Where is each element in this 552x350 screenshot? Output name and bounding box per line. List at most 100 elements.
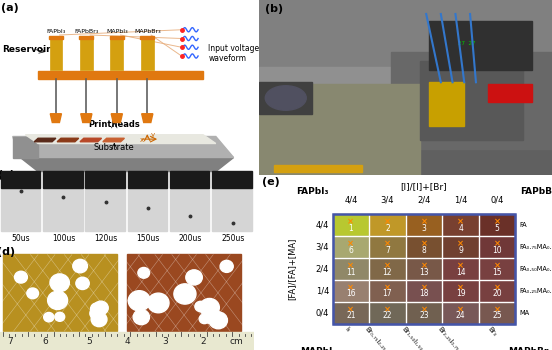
Bar [369, 258, 406, 280]
Text: 25: 25 [492, 311, 502, 320]
Text: ×: × [457, 283, 464, 292]
Text: Br₁.₅₀I₁.₅₀: Br₁.₅₀I₁.₅₀ [401, 326, 424, 350]
Text: ×: × [421, 239, 427, 248]
Text: FAPbBr₃: FAPbBr₃ [74, 29, 98, 34]
Text: ×: × [457, 218, 464, 227]
Text: x: x [140, 137, 144, 143]
Circle shape [138, 267, 150, 278]
Text: ×: × [384, 305, 391, 314]
Circle shape [195, 301, 206, 312]
Text: ×: × [457, 305, 464, 314]
Circle shape [47, 291, 67, 309]
Polygon shape [25, 135, 216, 144]
Text: 22: 22 [383, 311, 392, 320]
Text: 2: 2 [385, 224, 390, 233]
Circle shape [73, 259, 87, 273]
Text: 1/4: 1/4 [454, 196, 467, 205]
Bar [170, 171, 209, 188]
Bar [332, 280, 369, 302]
Bar [128, 171, 167, 188]
Circle shape [266, 86, 306, 110]
Bar [170, 188, 209, 231]
Text: ×: × [493, 305, 501, 314]
Bar [442, 280, 479, 302]
Text: 5: 5 [86, 337, 92, 346]
Bar [110, 38, 123, 70]
Text: 7: 7 [7, 337, 13, 346]
Bar [79, 36, 93, 40]
Bar [487, 84, 532, 102]
Text: 3/4: 3/4 [316, 243, 329, 252]
Text: 0/4: 0/4 [316, 308, 329, 317]
Bar [332, 258, 369, 280]
Text: [FA]/[FA]+[MA]: [FA]/[FA]+[MA] [287, 238, 296, 300]
Bar [259, 84, 421, 175]
Text: (a): (a) [1, 2, 19, 13]
Text: Br₂.₂₅I₀.₇₅: Br₂.₂₅I₀.₇₅ [437, 326, 460, 350]
Bar [406, 236, 442, 258]
Text: 18: 18 [420, 289, 429, 299]
Text: Br₀.₇₅I₂.₂₅: Br₀.₇₅I₂.₂₅ [364, 326, 388, 350]
Text: (c): (c) [0, 169, 15, 180]
Text: 250us: 250us [221, 234, 245, 243]
Text: ×: × [493, 218, 501, 227]
Text: (d): (d) [0, 247, 15, 257]
Circle shape [186, 270, 202, 285]
Text: ×: × [384, 283, 391, 292]
Polygon shape [111, 114, 123, 122]
Text: ×: × [347, 283, 354, 292]
Text: 20: 20 [492, 289, 502, 299]
Bar [429, 21, 532, 70]
Text: 11: 11 [346, 267, 355, 276]
Bar [479, 214, 516, 236]
Text: MA: MA [519, 310, 529, 316]
Bar [38, 71, 203, 79]
Bar [259, 66, 552, 84]
Text: 4/4: 4/4 [316, 221, 329, 230]
Text: 9: 9 [458, 246, 463, 255]
Circle shape [200, 299, 219, 317]
Circle shape [133, 310, 150, 325]
Circle shape [50, 274, 70, 292]
Text: FA₀.₂₅MA₀.₇₅: FA₀.₂₅MA₀.₇₅ [519, 288, 552, 294]
Bar [259, 82, 312, 114]
Bar [421, 61, 523, 140]
Polygon shape [50, 114, 61, 122]
Bar [127, 254, 241, 331]
Text: 3: 3 [422, 224, 427, 233]
Circle shape [91, 312, 107, 327]
Bar [369, 214, 406, 236]
Circle shape [209, 312, 227, 329]
Text: 15: 15 [492, 267, 502, 276]
Circle shape [14, 271, 28, 283]
Text: 10: 10 [492, 246, 502, 255]
Text: Br₃: Br₃ [486, 326, 497, 337]
Bar [406, 214, 442, 236]
Text: 6: 6 [43, 337, 49, 346]
Bar [49, 36, 63, 40]
Text: [I]/[I]+[Br]: [I]/[I]+[Br] [401, 183, 447, 192]
Polygon shape [103, 138, 124, 142]
Polygon shape [20, 158, 233, 172]
Text: 27  27: 27 27 [458, 41, 476, 46]
Polygon shape [13, 136, 233, 158]
Circle shape [55, 312, 65, 321]
Text: Input voltage
waveform: Input voltage waveform [208, 44, 259, 63]
Bar [369, 236, 406, 258]
Text: ×: × [421, 261, 427, 271]
Bar [128, 188, 167, 231]
Bar [442, 214, 479, 236]
Circle shape [90, 307, 104, 320]
Polygon shape [13, 136, 38, 158]
Text: ×: × [347, 305, 354, 314]
Text: ×: × [421, 218, 427, 227]
Circle shape [199, 314, 210, 324]
Text: (b): (b) [266, 4, 283, 14]
Text: 13: 13 [419, 267, 429, 276]
Text: ×: × [384, 218, 391, 227]
Circle shape [147, 293, 169, 313]
Text: FAPbBr₃: FAPbBr₃ [520, 187, 552, 196]
Bar [369, 302, 406, 324]
Bar [406, 280, 442, 302]
Bar [43, 171, 83, 188]
